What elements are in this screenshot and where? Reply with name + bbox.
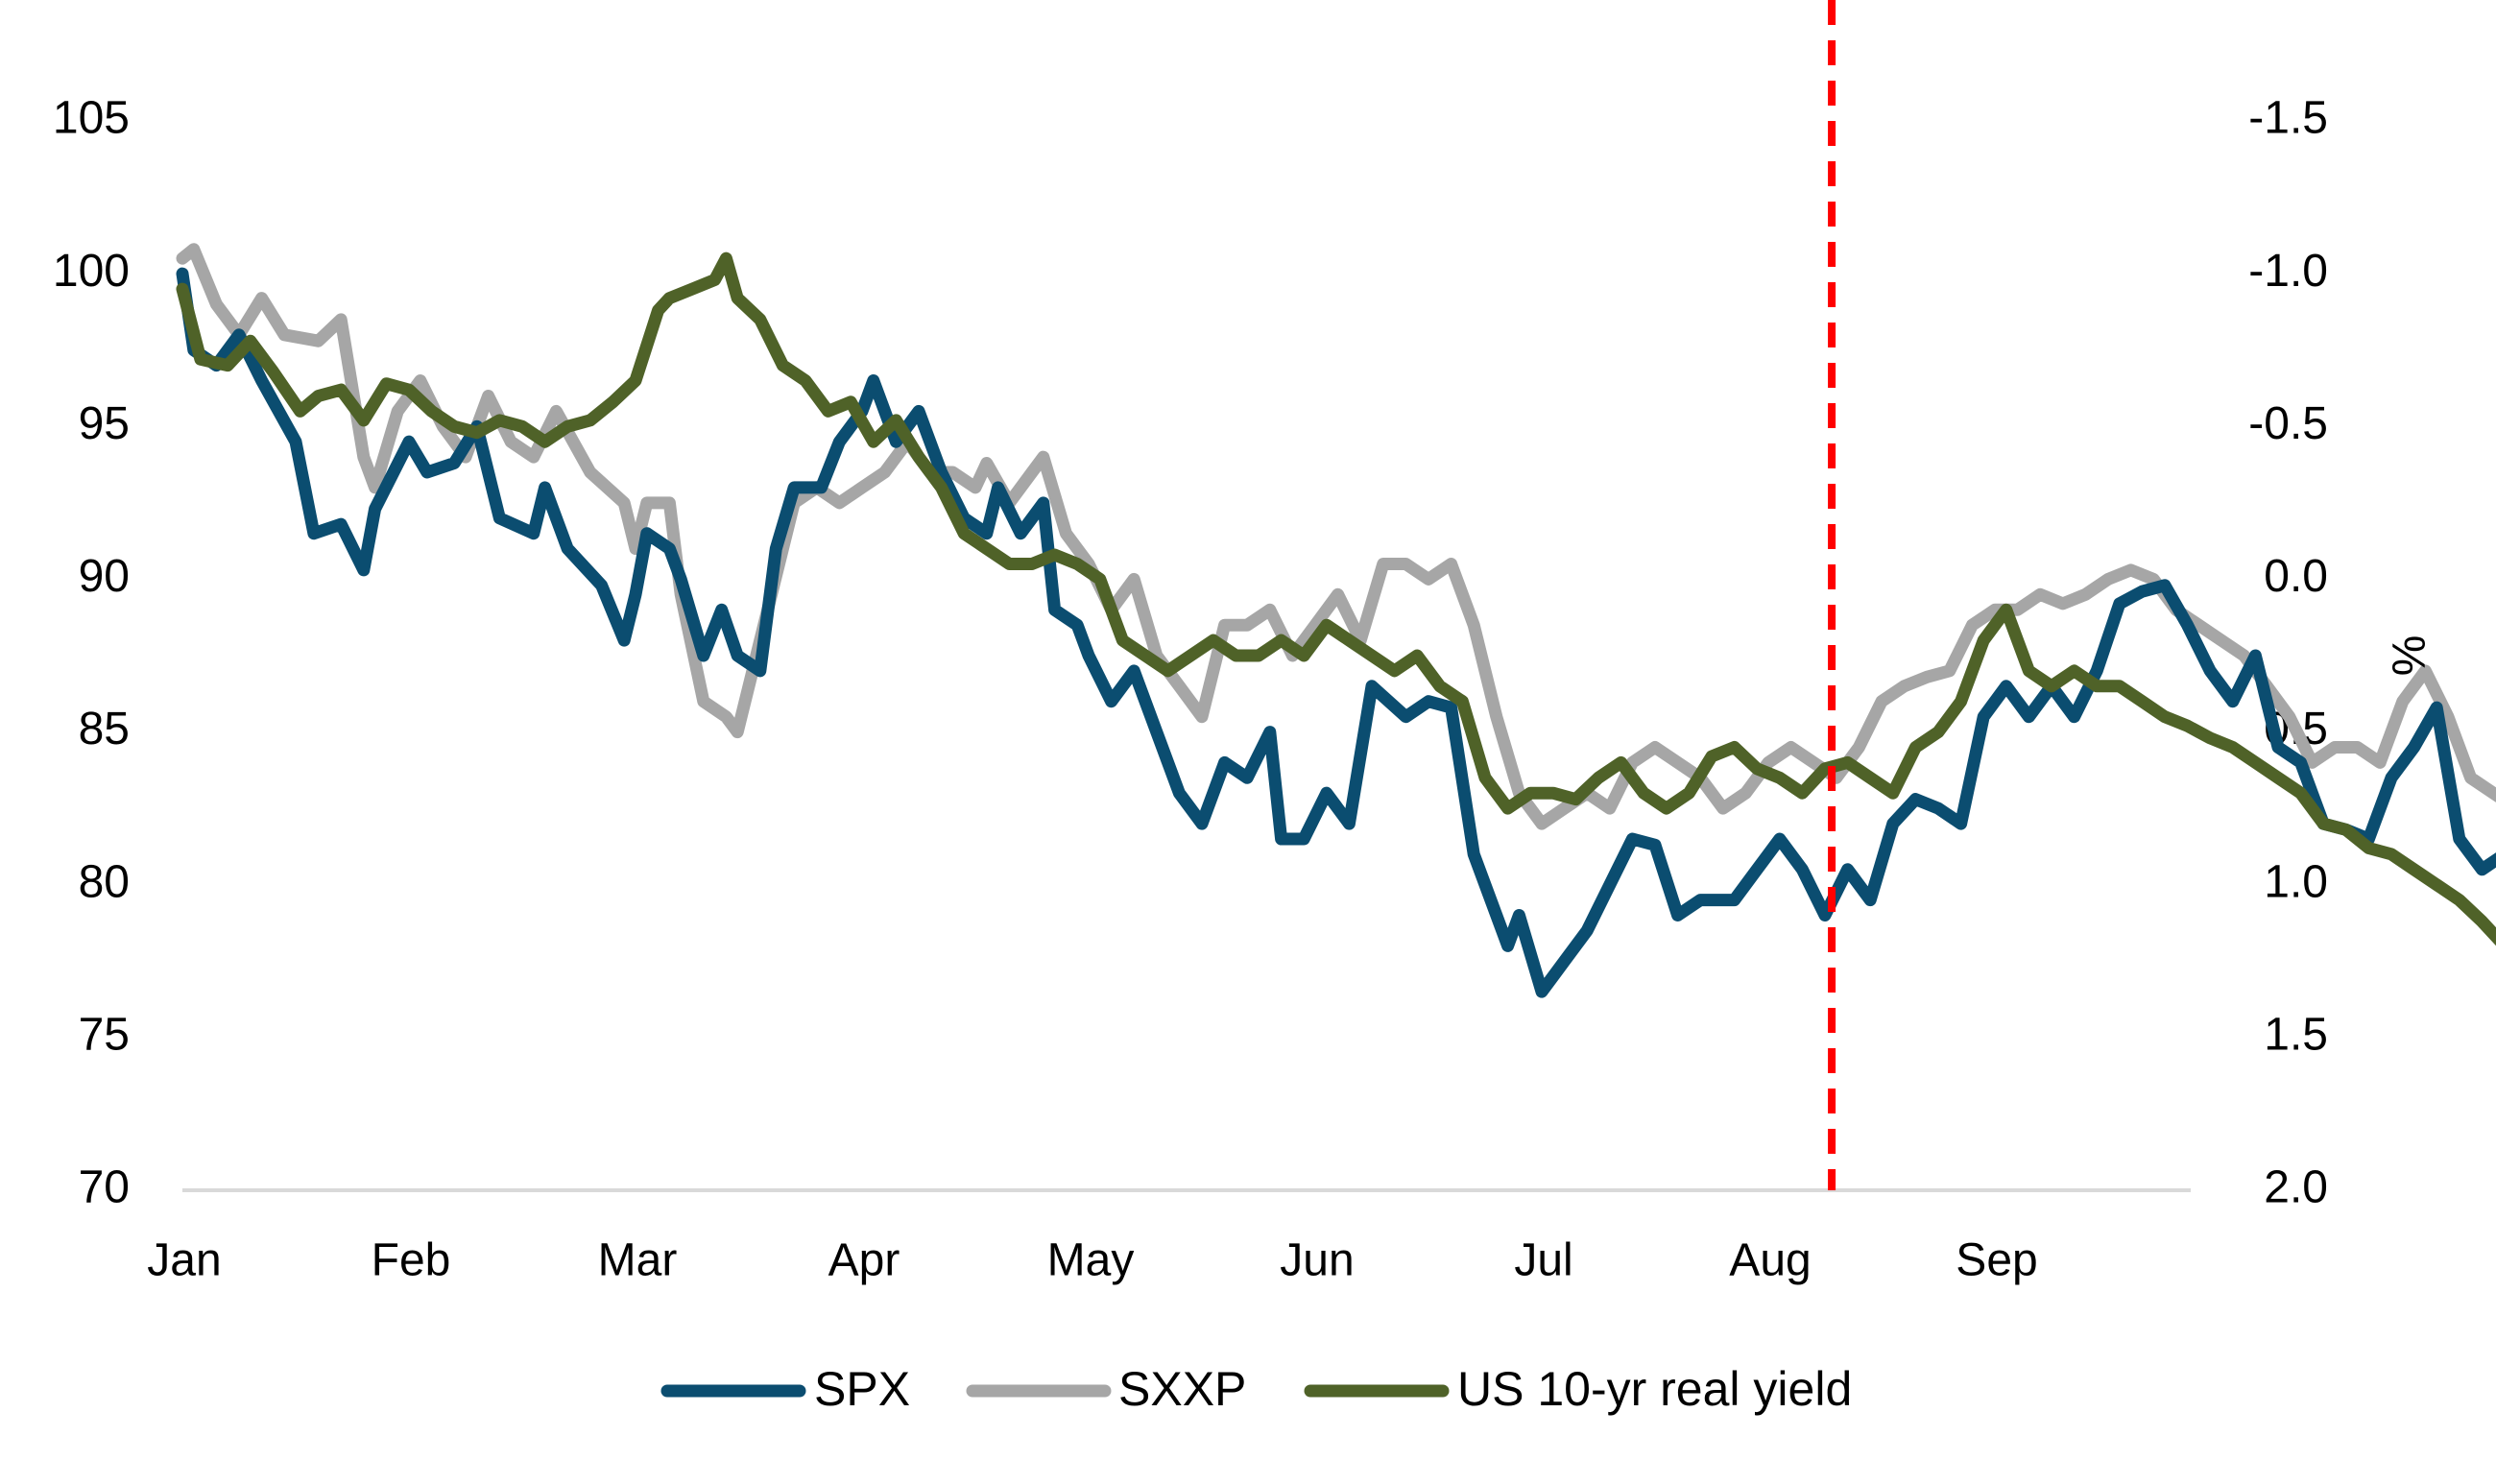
x-tick-label: Jan (147, 1235, 221, 1286)
left-tick-label: 80 (79, 856, 130, 907)
x-tick-label: Mar (598, 1235, 678, 1286)
left-tick-label: 100 (53, 246, 130, 297)
left-tick-label: 90 (79, 551, 130, 602)
legend: SPX SXXP US 10-yr real yield (660, 1362, 1852, 1416)
x-tick-label: Feb (372, 1235, 451, 1286)
x-tick-label: Jul (1514, 1235, 1572, 1286)
right-tick-label: -0.5 (2248, 398, 2328, 449)
left-tick-label: 70 (79, 1162, 130, 1213)
x-tick-label: May (1047, 1235, 1135, 1286)
legend-label: US 10-yr real yield (1457, 1362, 1852, 1416)
right-tick-label: -1.5 (2248, 93, 2328, 144)
series-line-us-10-yr-real-yield (176, 251, 2496, 946)
left-axis: 70 75 80 85 90 95 100 105 (53, 93, 130, 1213)
right-tick-label: 1.5 (2264, 1010, 2328, 1061)
legend-label: SXXP (1118, 1362, 1246, 1416)
x-tick-label: Sep (1956, 1235, 2037, 1286)
right-tick-label: 2.0 (2264, 1162, 2328, 1213)
right-tick-label: -1.0 (2248, 246, 2328, 297)
x-tick-label: Apr (828, 1235, 900, 1286)
right-tick-label: 0.0 (2264, 551, 2328, 602)
x-axis: Jan Feb Mar Apr May Jun Jul Aug Sep (147, 1235, 2037, 1286)
right-tick-label: 1.0 (2264, 856, 2328, 907)
left-tick-label: 105 (53, 93, 130, 144)
left-tick-label: 95 (79, 398, 130, 449)
x-tick-label: Aug (1729, 1235, 1811, 1286)
left-tick-label: 85 (79, 704, 130, 754)
left-tick-label: 75 (79, 1010, 130, 1061)
series-line-sxxp (176, 243, 2496, 830)
legend-label: SPX (814, 1362, 910, 1416)
plot-area (176, 243, 2496, 998)
x-tick-label: Jun (1280, 1235, 1354, 1286)
series-line-spx (176, 267, 2496, 998)
right-axis-label: % (2382, 635, 2433, 677)
